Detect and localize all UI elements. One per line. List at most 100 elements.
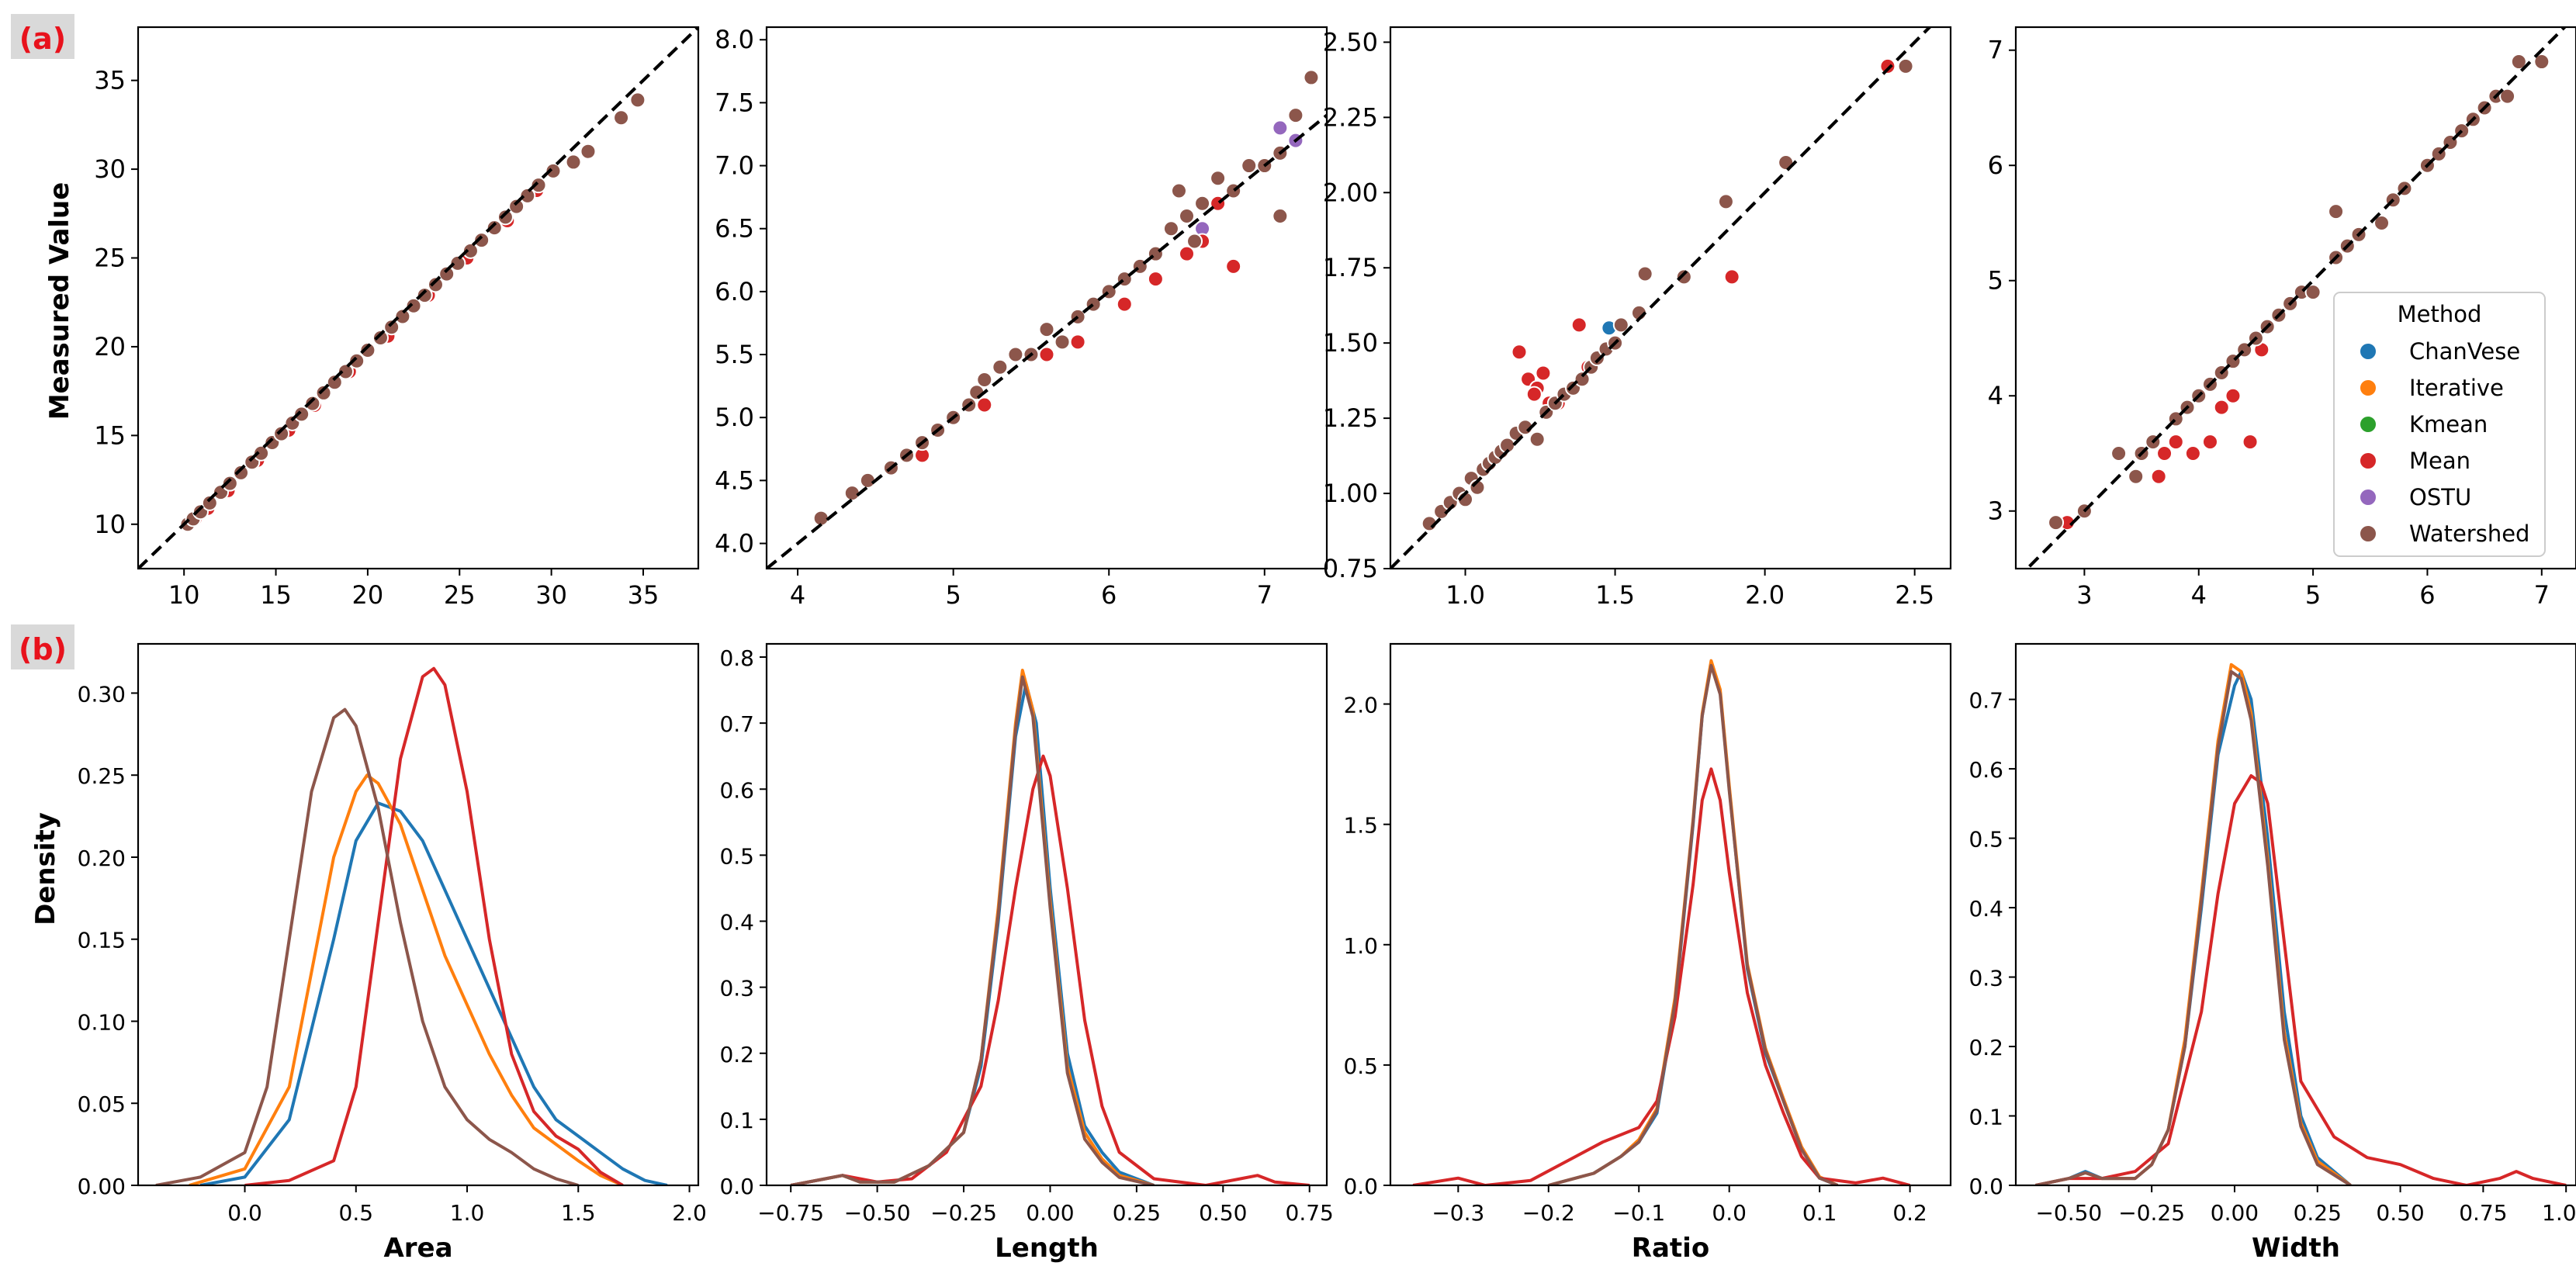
axes-frame (137, 642, 700, 1187)
point-watershed (1529, 431, 1546, 448)
plot-area (767, 69, 1327, 569)
axes-frame (2014, 26, 2576, 570)
y-tick-label: 5.5 (715, 340, 754, 369)
y-tick-label: 0.3 (719, 976, 754, 1001)
y-tick-label: 6 (1988, 150, 2003, 180)
y-tick-label: 1.25 (1323, 403, 1378, 433)
ylabel-measured-value: Measured Value (44, 182, 75, 420)
legend-label: Watershed (2409, 521, 2529, 547)
x-tick-label: 0.25 (2294, 1200, 2342, 1226)
plot-area (2024, 27, 2567, 569)
point-watershed (293, 406, 310, 423)
x-tick-label: −0.2 (1522, 1200, 1575, 1226)
y-tick-label: 2.25 (1323, 102, 1378, 132)
plot-area (2035, 662, 2567, 1185)
point-watershed (2110, 445, 2128, 462)
axes-frame (1389, 26, 1952, 570)
x-tick-label: 1.5 (1595, 580, 1635, 610)
point-watershed (1241, 157, 1258, 175)
x-tick-label: 35 (628, 580, 660, 610)
legend-marker (2359, 488, 2377, 507)
point-mean (2150, 468, 2167, 485)
y-tick-label: 0.0 (719, 1174, 754, 1199)
point-watershed (565, 154, 582, 171)
point-watershed (273, 425, 290, 442)
y-tick-label: 0.20 (78, 846, 126, 871)
y-tick-label: 35 (94, 66, 126, 95)
point-watershed (1717, 193, 1734, 210)
y-tick-label: 0.30 (78, 681, 126, 707)
point-mean (1879, 57, 1896, 74)
y-tick-label: 0.1 (1968, 1105, 2003, 1130)
x-tick-label: 0.75 (1286, 1200, 1334, 1226)
y-tick-label: 10 (94, 510, 126, 539)
axes-frame (765, 26, 1328, 570)
point-watershed (405, 297, 422, 314)
point-watershed (315, 384, 332, 401)
point-watershed (843, 485, 860, 502)
axes-frame (137, 26, 700, 570)
x-axis-label: Area (383, 1233, 452, 1264)
legend-item-mean: Mean (2359, 448, 2470, 474)
y-tick-label: 30 (94, 154, 126, 184)
point-watershed (1038, 321, 1055, 338)
x-tick-label: 10 (168, 580, 200, 610)
point-watershed (613, 109, 630, 126)
point-watershed (580, 143, 597, 160)
identity-line-overlay (767, 113, 1327, 569)
point-mean (1038, 346, 1055, 363)
y-tick-label: 1.75 (1323, 253, 1378, 282)
y-tick-label: 1.50 (1323, 328, 1378, 358)
point-watershed (427, 276, 444, 293)
y-tick-label: 0.8 (719, 645, 754, 671)
point-watershed (462, 242, 479, 259)
series-line-mean (244, 666, 624, 1185)
point-watershed (2048, 514, 2065, 531)
chart-kde-width: −0.50 −0.25 0.00 0.25 0.50 0.75 1.00 0.0 0.1 0.2 0… (1968, 642, 2576, 1264)
point-watershed (2128, 468, 2145, 485)
y-tick-label: 0.7 (719, 711, 754, 737)
series-line-mean (1412, 767, 1911, 1185)
y-tick-label: 0.10 (78, 1009, 126, 1035)
point-mean (2156, 445, 2173, 462)
y-tick-label: 7 (1988, 36, 2003, 65)
point-watershed (1303, 69, 1320, 86)
x-tick-label: 0.75 (2459, 1200, 2507, 1226)
series-line-chanvese (199, 801, 668, 1185)
y-tick-label: 0.5 (1968, 827, 2003, 853)
chart-scatter-ratio: 1.0 1.5 2.0 2.5 0.75 1.00 1.25 1.50 1.75 2.00 2.25… (1323, 26, 1952, 610)
y-tick-label: 1.0 (1343, 933, 1378, 959)
point-watershed (1054, 334, 1071, 351)
y-tick-label: 15 (94, 420, 126, 450)
legend-marker (2359, 415, 2377, 434)
point-ostu (1272, 119, 1289, 137)
plot-area (790, 669, 1310, 1185)
legend-item-iterative: Iterative (2359, 375, 2504, 401)
x-tick-label: 0.00 (1026, 1200, 1074, 1226)
series-line-watershed (790, 675, 1155, 1185)
y-tick-label: 0.0 (1968, 1174, 2003, 1199)
x-tick-label: −0.3 (1432, 1200, 1484, 1226)
x-tick-label: 2.0 (1745, 580, 1785, 610)
x-tick-label: −0.75 (757, 1200, 824, 1226)
point-watershed (2373, 214, 2391, 231)
chart-kde-ratio: −0.3 −0.2 −0.1 0.0 0.1 0.2 0.0 0.5 1.0 1.5 2.0 Rati… (1343, 642, 1952, 1264)
point-watershed (449, 254, 466, 272)
point-watershed (2304, 284, 2322, 301)
point-mean (2201, 434, 2218, 451)
y-tick-label: 0.6 (1968, 757, 2003, 783)
legend-item-watershed: Watershed (2359, 521, 2529, 547)
y-tick-label: 2.00 (1323, 178, 1378, 207)
x-tick-label: 0.00 (2211, 1200, 2259, 1226)
point-watershed (497, 209, 514, 226)
x-tick-label: 30 (535, 580, 567, 610)
y-tick-label: 4 (1988, 381, 2003, 410)
x-axis-label: Width (2252, 1233, 2340, 1264)
series-line-mean (2035, 774, 2567, 1185)
x-tick-label: 1.00 (2542, 1200, 2576, 1226)
panel-label-b: (b) (11, 624, 74, 669)
x-tick-label: −0.50 (2035, 1200, 2102, 1226)
point-mean (976, 396, 993, 413)
x-tick-label: 0.50 (1199, 1200, 1247, 1226)
x-tick-label: 6 (2419, 580, 2435, 610)
